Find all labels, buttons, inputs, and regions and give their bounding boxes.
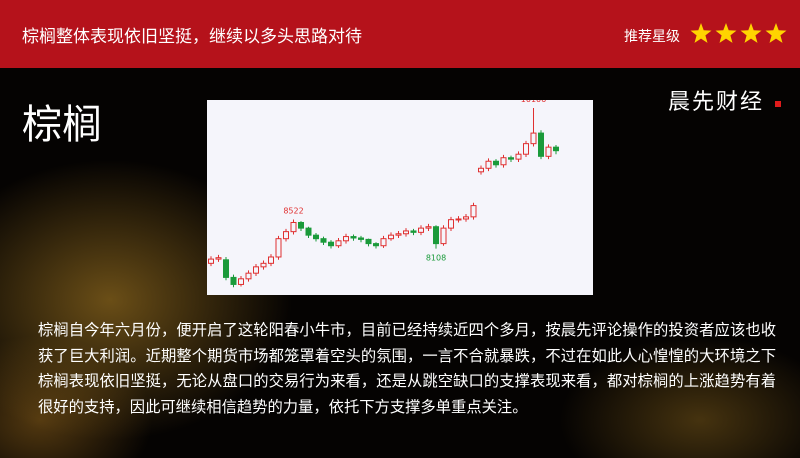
candle-body [223,259,229,278]
candle-body [425,226,432,229]
candle-body [335,240,342,247]
price-label: 10106 [521,100,546,104]
title: 棕榈整体表现依旧坚挺，继续以多头思路对待 [22,27,362,47]
candle-body [283,231,289,240]
star [690,23,712,43]
candle-body [500,157,507,166]
price-label: 8108 [426,254,446,263]
star [765,23,787,43]
candle-body [215,257,222,260]
top-bar: 棕榈整体表现依旧坚挺，继续以多头思路对待 推荐星级 [0,0,800,68]
candle-body [508,157,514,160]
candle-body [268,256,274,264]
candle-body [418,227,424,233]
candle-body [485,160,492,169]
candle-body [440,227,447,245]
candle-body [410,230,417,233]
candle-body [553,146,559,152]
candle-body [350,236,357,239]
candle-body [320,238,327,243]
heading: 棕榈 [22,102,102,148]
candle-body [388,234,394,240]
candle-body [470,205,477,218]
candle-body [275,238,282,258]
chart: 10106 8522 8108 [207,100,593,295]
star [715,23,737,43]
candle-body [478,167,484,173]
candle-body [365,238,372,245]
candle-body [523,143,529,155]
candle-body [530,132,537,145]
candle-body [328,241,334,247]
candle-body [373,243,379,247]
candle-body [260,262,267,268]
candle-body [538,132,544,157]
candle-body [403,230,409,235]
candle-body [290,221,297,233]
candle-body [395,233,402,236]
rating-stars [690,23,787,43]
candle-body [343,236,349,242]
logo-dot [775,101,781,107]
candle-body [463,216,469,220]
candle-body [305,227,312,236]
candle-body [358,237,364,240]
rating-label: 推荐星级 [624,29,680,45]
candle-body [380,238,387,247]
candle-body [230,276,237,285]
candle-body [545,146,552,157]
price-label: 8522 [283,207,303,216]
logo: 晨先财经 [668,90,765,115]
candle-body [493,160,499,166]
candle-body [455,218,462,221]
candle-body [208,258,214,264]
candle-body [245,272,252,280]
candle-body [313,234,319,240]
candle-body [515,153,522,160]
body-text: 棕榈自今年六月份，便开启了这轮阳春小牛市，目前已经持续近四个多月，按晨先评论操作… [38,321,776,416]
candle-body [253,266,259,274]
candle-body [448,219,454,229]
candle-body [298,221,304,229]
star [740,23,762,43]
candle-body [238,278,244,285]
candle-body [433,226,439,245]
